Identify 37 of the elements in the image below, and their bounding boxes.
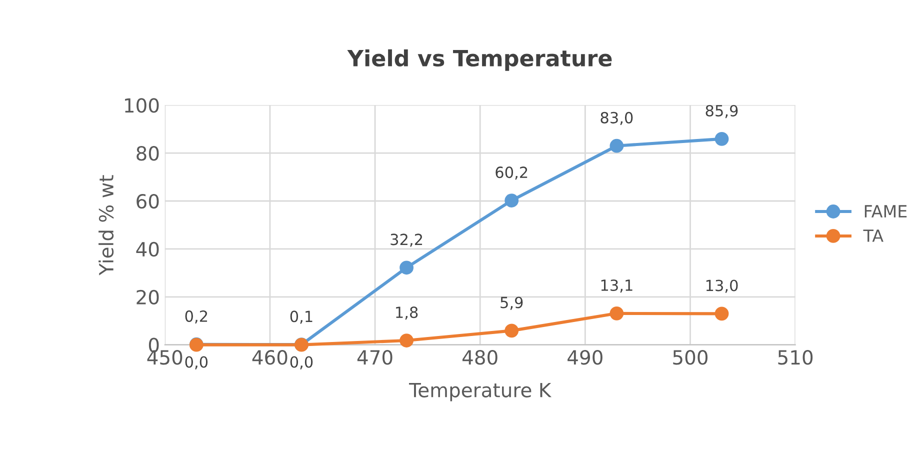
data-label: 13,1: [601, 279, 632, 293]
x-tick-label: 500: [673, 350, 708, 365]
legend-label: FAME: [864, 205, 907, 218]
x-axis-title: Temperature K: [408, 382, 552, 402]
y-tick-label: 80: [136, 146, 159, 161]
data-label: 5,9: [500, 296, 523, 310]
chart-title: Yield vs Temperature: [347, 49, 612, 71]
data-label: 0,1: [290, 310, 312, 324]
point: [610, 306, 624, 320]
point: [714, 132, 729, 146]
data-label: 85,9: [706, 104, 738, 118]
y-tick-label: 40: [136, 242, 159, 257]
y-tick-label: 100: [125, 98, 159, 113]
x-tick-label: 450: [147, 350, 182, 365]
data-label: 0,2: [185, 310, 208, 324]
data-label: 60,2: [496, 166, 528, 180]
y-tick-label: 60: [136, 194, 159, 209]
point: [610, 138, 624, 153]
data-label: 83,0: [600, 112, 633, 126]
x-tick-label: 460: [252, 350, 288, 365]
y-tick-label: 20: [136, 290, 159, 305]
data-label: 0,0: [290, 356, 313, 370]
x-tick-label: 470: [357, 350, 392, 365]
point: [504, 194, 519, 208]
point: [400, 334, 414, 348]
point: [504, 324, 519, 338]
data-label: 1,8: [396, 306, 418, 320]
x-tick-label: 510: [778, 350, 813, 365]
point: [714, 306, 729, 321]
point: [400, 260, 414, 275]
x-tick-label: 490: [568, 350, 602, 365]
x-tick-label: 480: [462, 350, 498, 365]
y-axis-title: Yield % wt: [98, 175, 114, 276]
data-label: 13,0: [706, 280, 738, 293]
legend-label: TA: [863, 230, 884, 242]
data-label: 0,0: [185, 356, 208, 370]
data-label: 32,2: [390, 234, 422, 247]
